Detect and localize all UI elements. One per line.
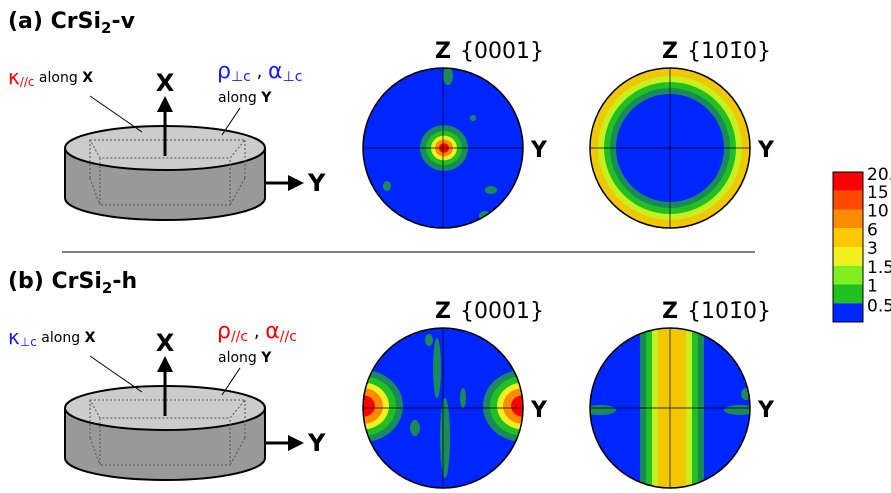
contour bbox=[425, 334, 433, 346]
panel-label: (a) CrSi2-v bbox=[8, 9, 136, 37]
pole-plane-label: {101̄0} bbox=[687, 39, 771, 64]
contour bbox=[460, 388, 466, 408]
colorbar-block bbox=[833, 303, 863, 322]
colorbar-block bbox=[833, 209, 863, 229]
colorbar-label: 6 bbox=[867, 220, 878, 240]
text-part: Y bbox=[260, 350, 272, 366]
text-part: ρ bbox=[217, 59, 231, 84]
along-label: along Y bbox=[218, 350, 272, 366]
leader bbox=[221, 107, 241, 136]
contour bbox=[443, 68, 453, 85]
leader bbox=[221, 367, 241, 396]
colorbar-label: 1.5 bbox=[867, 258, 891, 278]
arrow-head bbox=[157, 96, 173, 112]
text-part: //c bbox=[20, 75, 35, 89]
along-label: along Y bbox=[218, 90, 272, 106]
text-part: , bbox=[251, 61, 268, 82]
pole-plane-label: {101̄0} bbox=[687, 299, 771, 324]
colorbar-block bbox=[833, 265, 863, 285]
arrow-head bbox=[288, 435, 304, 451]
pole-right-label: Y bbox=[530, 398, 548, 423]
pole-top-label: Z bbox=[662, 39, 678, 64]
kappa-label: κ//c along X bbox=[8, 65, 93, 89]
text-part: κ bbox=[8, 325, 20, 349]
contour bbox=[383, 181, 391, 191]
colorbar-label: 0.5 bbox=[867, 296, 891, 316]
inner-box bbox=[89, 399, 247, 466]
text-part: (a) CrSi bbox=[8, 9, 101, 34]
contour bbox=[440, 398, 450, 478]
pole-top-label: Z bbox=[435, 39, 451, 64]
kappa-label: κ⊥c along X bbox=[8, 325, 96, 349]
contour bbox=[485, 186, 497, 194]
pole-plane-label: {0001} bbox=[460, 39, 544, 64]
text-part: , bbox=[248, 321, 265, 342]
rho-alpha-label: ρ⊥c , α⊥c bbox=[217, 59, 302, 85]
contour bbox=[433, 338, 441, 398]
axis-label: X bbox=[156, 329, 175, 357]
leader bbox=[89, 355, 143, 393]
text-part: ⊥c bbox=[283, 69, 303, 85]
pole-top-label: Z bbox=[662, 299, 678, 324]
axis-label: X bbox=[156, 69, 175, 97]
text-part: //c bbox=[231, 329, 248, 345]
colorbar-label: 15 bbox=[867, 183, 889, 203]
colorbar-block bbox=[833, 247, 863, 266]
axis-label: Y bbox=[307, 169, 326, 197]
pole-right-label: Y bbox=[530, 138, 548, 163]
text-part: along bbox=[37, 330, 85, 346]
text-part: ⊥c bbox=[231, 69, 251, 85]
contour bbox=[363, 388, 383, 424]
colorbar-block bbox=[833, 190, 863, 210]
text-part: Y bbox=[260, 90, 272, 106]
contour bbox=[724, 405, 750, 415]
pole-right-label: Y bbox=[757, 398, 775, 423]
panel-label: (b) CrSi2-h bbox=[8, 269, 137, 297]
colorbar-block bbox=[833, 228, 863, 247]
text-part: (b) CrSi bbox=[8, 269, 102, 294]
arrow-head bbox=[288, 175, 304, 191]
arrow-head bbox=[157, 356, 173, 372]
colorbar-label: 3 bbox=[867, 239, 878, 259]
pole-plane-label: {0001} bbox=[460, 299, 544, 324]
contour bbox=[410, 420, 420, 436]
contour bbox=[363, 395, 375, 417]
text-part: -v bbox=[111, 9, 135, 34]
text-part: -h bbox=[112, 269, 137, 294]
colorbar-block bbox=[833, 172, 863, 191]
text-part: along bbox=[34, 70, 82, 86]
colorbar-label: 20.3 bbox=[867, 165, 891, 185]
text-part: X bbox=[85, 330, 96, 346]
colorbar-frame bbox=[832, 171, 864, 323]
rho-alpha-label: ρ//c , α//c bbox=[217, 319, 297, 345]
text-part: along bbox=[218, 350, 261, 366]
text-part: X bbox=[82, 70, 93, 86]
contour bbox=[511, 395, 523, 417]
axis-label: Y bbox=[307, 429, 326, 457]
inner-box bbox=[89, 139, 247, 206]
text-part: ρ bbox=[217, 319, 231, 344]
text-part: along bbox=[218, 90, 261, 106]
contour bbox=[590, 405, 616, 415]
leader bbox=[89, 95, 143, 133]
contour bbox=[470, 115, 476, 121]
pole-right-label: Y bbox=[757, 138, 775, 163]
text-part: //c bbox=[280, 329, 297, 345]
text-part: 2 bbox=[101, 19, 111, 37]
contour bbox=[503, 388, 523, 424]
colorbar-label: 1 bbox=[867, 277, 878, 297]
text-part: ⊥c bbox=[20, 335, 37, 349]
text-part: κ bbox=[8, 65, 20, 89]
colorbar-block bbox=[833, 284, 863, 304]
text-part: 2 bbox=[102, 279, 112, 297]
pole-top-label: Z bbox=[435, 299, 451, 324]
text-part: α bbox=[265, 319, 280, 344]
text-part: α bbox=[268, 59, 283, 84]
colorbar-label: 10 bbox=[867, 202, 889, 222]
